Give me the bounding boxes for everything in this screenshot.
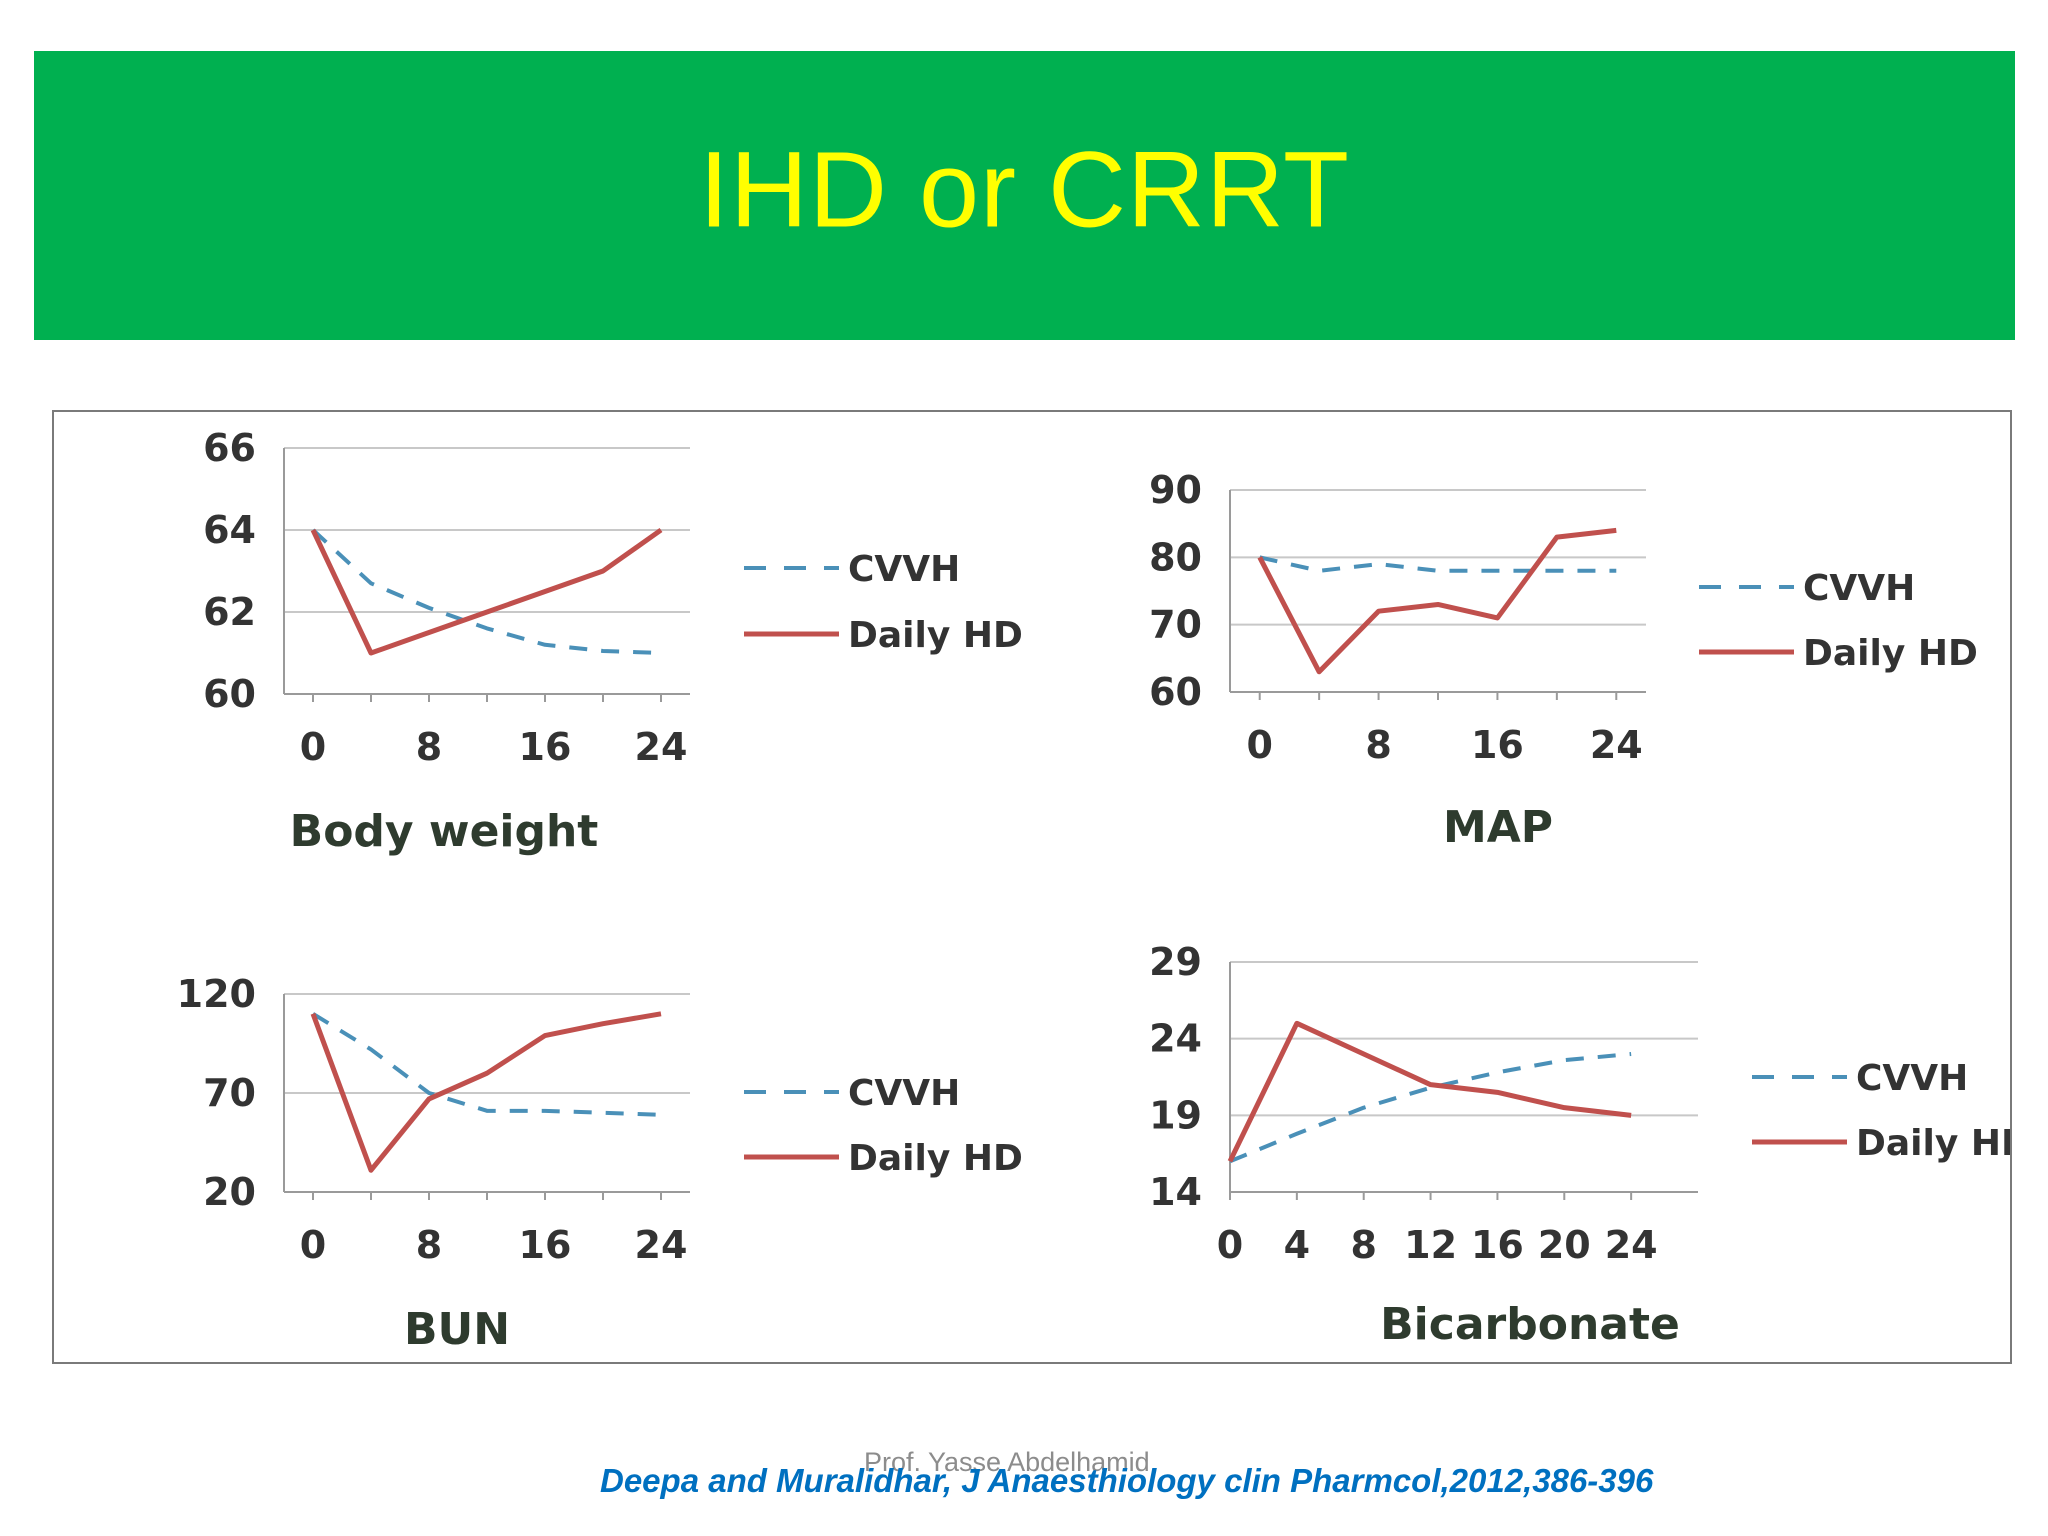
x-tick-label: 24 — [1590, 723, 1643, 767]
legend-label: Daily HD — [1803, 633, 1978, 674]
x-tick-label: 0 — [1246, 723, 1272, 767]
y-tick-label: 70 — [203, 1071, 256, 1115]
x-tick-label: 16 — [519, 1223, 572, 1267]
chart-title: Body weight — [290, 806, 599, 857]
figure-svg: 60 62 64 66 0 8 16 24 Body weight CVVH Daily HD 60 7… — [177, 426, 2010, 1355]
y-tick-label: 29 — [1149, 940, 1202, 984]
x-tick-label: 8 — [1350, 1223, 1376, 1267]
x-tick-label: 0 — [1217, 1223, 1243, 1267]
y-tick-label: 70 — [1149, 603, 1202, 647]
x-tick-label: 16 — [1471, 723, 1524, 767]
series-line-daily-hd — [310, 527, 663, 656]
x-tick-label: 20 — [1538, 1223, 1591, 1267]
x-tick-label: 24 — [1605, 1223, 1658, 1267]
chart-title: BUN — [404, 1304, 510, 1355]
x-tick-label: 16 — [1471, 1223, 1524, 1267]
y-tick-label: 66 — [203, 426, 256, 470]
chart-title: MAP — [1443, 802, 1553, 853]
series-line-daily-hd — [1227, 1020, 1632, 1163]
series-line-cvvh — [311, 528, 662, 655]
x-tick-label: 4 — [1284, 1223, 1310, 1267]
y-tick-label: 90 — [1149, 468, 1202, 512]
y-tick-label: 80 — [1149, 535, 1202, 579]
y-tick-label: 120 — [177, 972, 256, 1016]
legend-label: CVVH — [1856, 1058, 1968, 1099]
x-tick-label: 0 — [300, 725, 326, 769]
y-tick-label: 62 — [203, 590, 256, 634]
legend-label: CVVH — [848, 549, 960, 590]
x-tick-label: 24 — [635, 725, 688, 769]
series-line-cvvh — [311, 1012, 662, 1117]
x-tick-label: 0 — [300, 1223, 326, 1267]
x-tick-label: 8 — [1365, 723, 1391, 767]
y-tick-label: 60 — [203, 672, 256, 716]
author-footer: Prof. Yasse Abdelhamid — [864, 1447, 1150, 1477]
chart-title: Bicarbonate — [1380, 1299, 1680, 1350]
x-tick-label: 16 — [519, 725, 572, 769]
y-tick-label: 24 — [1149, 1017, 1202, 1061]
x-tick-label: 8 — [416, 1223, 442, 1267]
y-tick-label: 19 — [1149, 1093, 1202, 1137]
series-line-cvvh — [1259, 555, 1617, 573]
series-line-daily-hd — [310, 1011, 662, 1173]
y-tick-label: 60 — [1149, 670, 1202, 714]
series-line-cvvh — [1229, 1052, 1632, 1164]
y-tick-label: 64 — [203, 508, 256, 552]
legend-label: Daily HD — [848, 615, 1023, 656]
legend-label: Daily HD — [1856, 1123, 2010, 1164]
y-tick-label: 14 — [1149, 1170, 1202, 1214]
y-tick-label: 20 — [203, 1170, 256, 1214]
title-banner: IHD or CRRT — [34, 51, 2015, 340]
x-tick-label: 12 — [1404, 1223, 1457, 1267]
x-tick-label: 24 — [635, 1223, 688, 1267]
x-tick-label: 8 — [416, 725, 442, 769]
legend-label: CVVH — [848, 1073, 960, 1114]
legend-label: CVVH — [1803, 568, 1915, 609]
legend-label: Daily HD — [848, 1138, 1023, 1179]
series-line-daily-hd — [1257, 527, 1617, 675]
slide-title: IHD or CRRT — [698, 128, 1351, 250]
citation: Deepa and Muralidhar, J Anaesthiology cl… — [600, 1462, 1654, 1499]
figure-frame: 60 62 64 66 0 8 16 24 Body weight CVVH Daily HD 60 7… — [52, 410, 2012, 1364]
